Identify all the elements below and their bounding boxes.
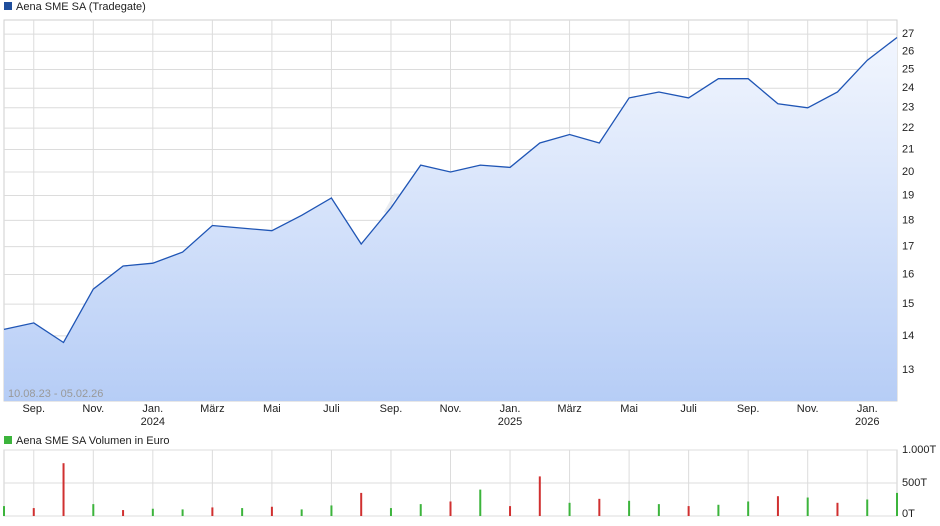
bar: [62, 463, 65, 516]
bar: [687, 506, 690, 516]
bar: [747, 501, 750, 516]
x-year-label: 2026: [855, 416, 879, 428]
range-label: 10.08.23 - 05.02.26: [8, 388, 103, 400]
bar: [419, 504, 422, 516]
bar: [32, 508, 35, 516]
bar: [836, 502, 839, 516]
bar: [330, 505, 333, 516]
y-tick-label: 14: [902, 330, 914, 342]
bar: [300, 509, 303, 516]
x-tick-label: Jan.: [142, 403, 163, 415]
x-tick-label: Mai: [620, 403, 638, 415]
bar: [389, 508, 392, 516]
x-tick-label: März: [200, 403, 224, 415]
legend-label: Aena SME SA (Tradegate): [16, 1, 146, 13]
y-tick-label: 18: [902, 214, 914, 226]
y-tick-label: 1.000T: [902, 444, 937, 456]
x-tick-label: Juli: [323, 403, 340, 415]
bar: [657, 504, 660, 516]
x-tick-label: Sep.: [22, 403, 45, 415]
x-tick-label: Mai: [263, 403, 281, 415]
legend-swatch: [4, 2, 12, 10]
bar: [568, 502, 571, 516]
bar: [509, 506, 512, 516]
y-tick-label: 20: [902, 166, 914, 178]
bar: [806, 497, 809, 516]
bar: [628, 500, 631, 516]
x-tick-label: Nov.: [440, 403, 462, 415]
bar: [151, 508, 154, 516]
y-tick-label: 21: [902, 143, 914, 155]
x-tick-label: Nov.: [797, 403, 819, 415]
bar: [449, 501, 452, 516]
y-tick-label: 17: [902, 241, 914, 253]
legend-label: Aena SME SA Volumen in Euro: [16, 435, 169, 447]
y-tick-label: 16: [902, 268, 914, 280]
x-tick-label: Jan.: [857, 403, 878, 415]
y-tick-label: 19: [902, 189, 914, 201]
x-tick-label: Sep.: [737, 403, 760, 415]
x-tick-label: Sep.: [380, 403, 403, 415]
bar: [717, 504, 720, 516]
y-tick-label: 24: [902, 82, 914, 94]
y-tick-label: 22: [902, 122, 914, 134]
y-tick-label: 0T: [902, 508, 915, 520]
area: [4, 37, 897, 401]
x-year-label: 2024: [141, 416, 165, 428]
bar: [241, 508, 244, 516]
bar: [3, 506, 5, 516]
y-tick-label: 25: [902, 63, 914, 75]
bar: [776, 496, 779, 516]
bar: [122, 510, 125, 516]
y-tick-label: 15: [902, 298, 914, 310]
bar: [211, 507, 214, 516]
bar: [479, 489, 482, 516]
y-tick-label: 23: [902, 102, 914, 114]
bar: [538, 476, 541, 516]
bar: [92, 504, 95, 516]
bar: [896, 492, 898, 516]
x-tick-label: März: [557, 403, 581, 415]
bar: [866, 499, 869, 516]
bar: [270, 506, 273, 516]
x-tick-label: Juli: [680, 403, 697, 415]
y-tick-label: 26: [902, 45, 914, 57]
x-year-label: 2025: [498, 416, 522, 428]
y-tick-label: 500T: [902, 477, 927, 489]
legend-swatch: [4, 436, 12, 444]
x-tick-label: Jan.: [500, 403, 521, 415]
bar: [360, 492, 363, 516]
bar: [598, 498, 601, 516]
x-tick-label: Nov.: [82, 403, 104, 415]
line: [3, 36, 898, 344]
bar: [181, 509, 184, 516]
y-tick-label: 13: [902, 364, 914, 376]
y-tick-label: 27: [902, 28, 914, 40]
